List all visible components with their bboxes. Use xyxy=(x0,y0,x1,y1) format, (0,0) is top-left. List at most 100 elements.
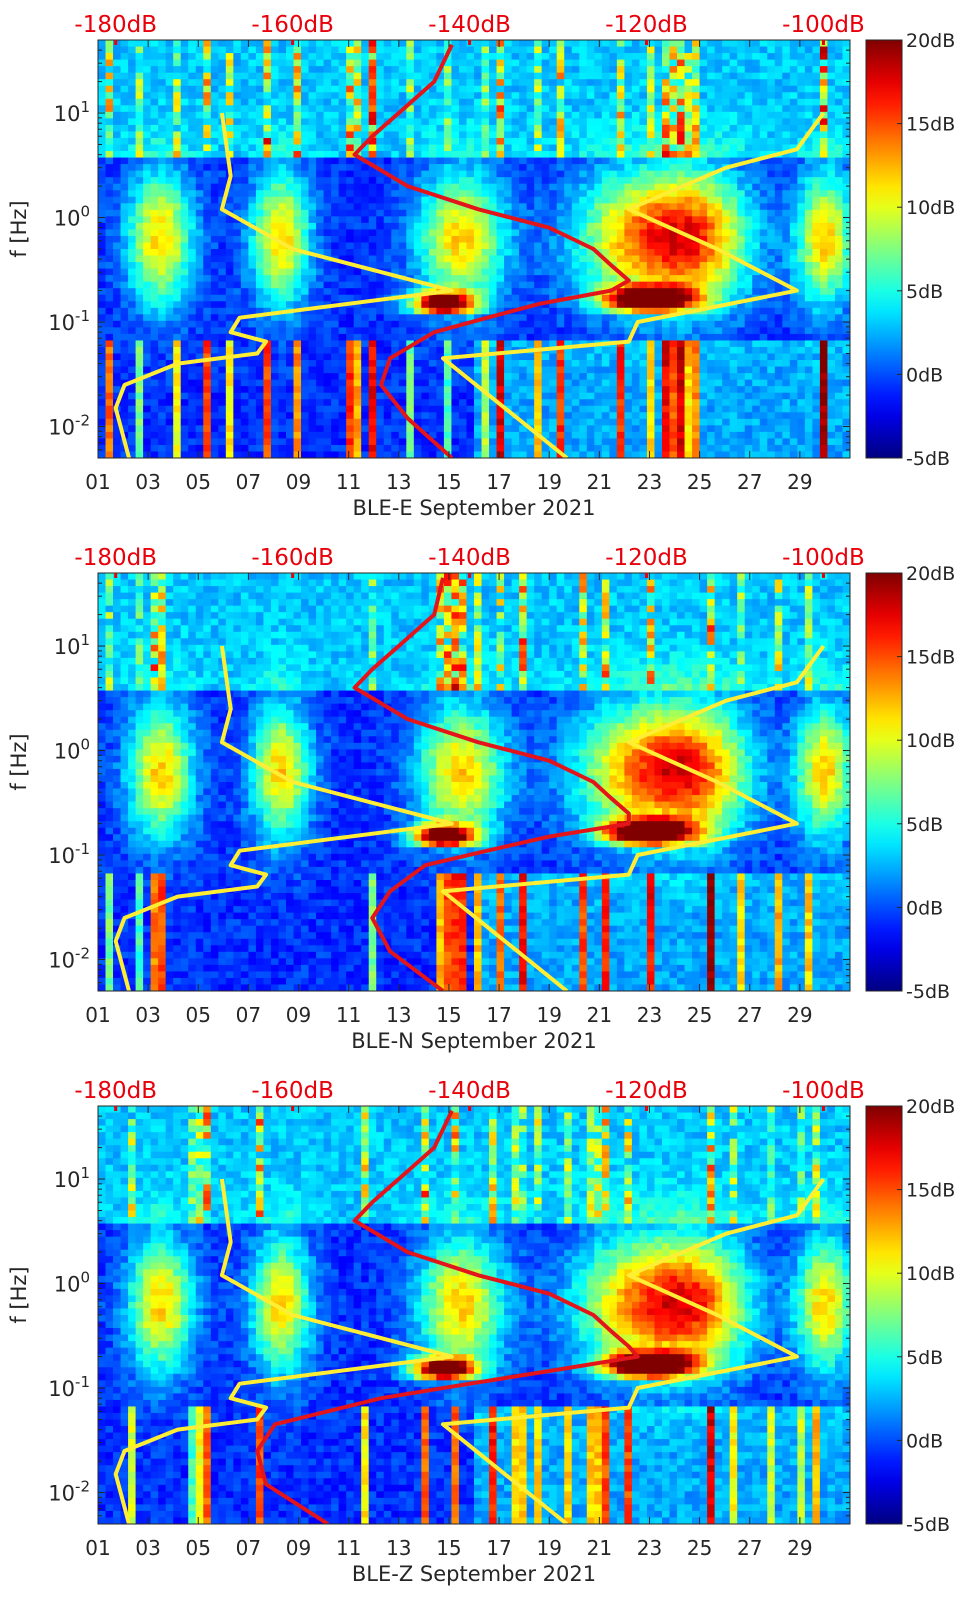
x-tick-label: 27 xyxy=(737,470,762,494)
x-tick-label: 15 xyxy=(436,1003,461,1027)
y-tick-label: 101 xyxy=(54,98,90,126)
x-tick-label: 11 xyxy=(336,470,361,494)
x-axis-label: BLE-Z September 2021 xyxy=(352,1562,596,1586)
heatmap xyxy=(98,573,851,992)
x-tick-label: 09 xyxy=(286,470,311,494)
y-tick-label: 101 xyxy=(54,631,90,659)
x-tick-label: 17 xyxy=(486,1536,511,1560)
top-scale-label: -160dB xyxy=(251,545,334,571)
y-tick-label: 100 xyxy=(54,203,90,231)
x-tick-label: 05 xyxy=(186,470,211,494)
colorbar xyxy=(866,1106,902,1524)
x-tick-label: 21 xyxy=(587,1003,612,1027)
top-scale-label: -140dB xyxy=(428,12,511,38)
x-tick-label: 25 xyxy=(687,470,712,494)
colorbar-label: 10dB xyxy=(906,197,955,219)
x-tick-label: 07 xyxy=(236,1536,261,1560)
x-tick-label: 15 xyxy=(436,470,461,494)
y-tick-label: 10-1 xyxy=(48,1373,90,1401)
y-tick-label: 10-1 xyxy=(48,840,90,868)
x-axis-label: BLE-E September 2021 xyxy=(352,496,595,520)
x-tick-label: 11 xyxy=(336,1003,361,1027)
x-tick-label: 29 xyxy=(787,1536,812,1560)
y-tick-label: 100 xyxy=(54,736,90,764)
top-scale-label: -140dB xyxy=(428,1078,511,1104)
x-tick-label: 23 xyxy=(637,1003,662,1027)
x-tick-label: 11 xyxy=(336,1536,361,1560)
colorbar-label: 0dB xyxy=(906,897,943,919)
x-tick-label: 05 xyxy=(186,1003,211,1027)
y-tick-label: 100 xyxy=(54,1269,90,1297)
colorbar-label: 20dB xyxy=(906,1096,955,1118)
colorbar-label: 10dB xyxy=(906,1263,955,1285)
colorbar-label: 15dB xyxy=(906,647,955,669)
top-scale-label: -160dB xyxy=(251,12,334,38)
x-tick-label: 29 xyxy=(787,1003,812,1027)
x-tick-label: 01 xyxy=(85,1003,110,1027)
x-tick-label: 23 xyxy=(637,470,662,494)
x-tick-label: 21 xyxy=(587,470,612,494)
x-tick-label: 25 xyxy=(687,1536,712,1560)
x-tick-label: 13 xyxy=(386,1536,411,1560)
x-tick-label: 17 xyxy=(486,470,511,494)
x-tick-label: 27 xyxy=(737,1003,762,1027)
colorbar-label: 0dB xyxy=(906,1430,943,1452)
y-tick-label: 10-2 xyxy=(48,945,90,973)
x-tick-label: 09 xyxy=(286,1003,311,1027)
x-tick-label: 01 xyxy=(85,470,110,494)
colorbar-label: 15dB xyxy=(906,1180,955,1202)
colorbar-label: -5dB xyxy=(906,1514,950,1536)
x-tick-label: 15 xyxy=(436,1536,461,1560)
colorbar-label: 5dB xyxy=(906,814,943,836)
colorbar xyxy=(866,40,902,458)
top-scale-label: -120dB xyxy=(605,12,688,38)
spectrogram-chart: 01 03 05 07 09 11 13 15 17 19 21 23 25 27 29 10-2 10-1 10… xyxy=(0,0,962,533)
y-tick-label: 101 xyxy=(54,1164,90,1192)
top-scale-label: -120dB xyxy=(605,545,688,571)
spectrogram-panel-e: 01 03 05 07 09 11 13 15 17 19 21 23 25 27 29 10-2 10-1 10… xyxy=(0,0,962,533)
top-scale-label: -120dB xyxy=(605,1078,688,1104)
heatmap xyxy=(98,40,851,459)
y-axis-label: f [Hz] xyxy=(7,200,31,257)
x-tick-label: 03 xyxy=(135,1536,160,1560)
colorbar-label: 20dB xyxy=(906,563,955,585)
top-scale-label: -100dB xyxy=(782,545,865,571)
x-tick-label: 05 xyxy=(186,1536,211,1560)
x-tick-label: 17 xyxy=(486,1003,511,1027)
x-tick-label: 19 xyxy=(536,470,561,494)
colorbar xyxy=(866,573,902,991)
top-scale-label: -100dB xyxy=(782,1078,865,1104)
x-tick-label: 13 xyxy=(386,1003,411,1027)
x-tick-label: 19 xyxy=(536,1003,561,1027)
y-tick-label: 10-1 xyxy=(48,307,90,335)
y-axis-label: f [Hz] xyxy=(7,733,31,790)
x-tick-label: 19 xyxy=(536,1536,561,1560)
y-tick-label: 10-2 xyxy=(48,1478,90,1506)
x-tick-label: 25 xyxy=(687,1003,712,1027)
x-tick-label: 29 xyxy=(787,470,812,494)
colorbar-label: 15dB xyxy=(906,114,955,136)
x-tick-label: 13 xyxy=(386,470,411,494)
x-axis-label: BLE-N September 2021 xyxy=(351,1029,597,1053)
top-scale-label: -180dB xyxy=(74,545,157,571)
colorbar-label: 5dB xyxy=(906,281,943,303)
x-tick-label: 09 xyxy=(286,1536,311,1560)
y-tick-label: 10-2 xyxy=(48,412,90,440)
x-tick-label: 23 xyxy=(637,1536,662,1560)
colorbar-label: -5dB xyxy=(906,981,950,1003)
x-tick-label: 07 xyxy=(236,470,261,494)
top-scale-label: -100dB xyxy=(782,12,865,38)
colorbar-label: 0dB xyxy=(906,364,943,386)
top-scale-label: -140dB xyxy=(428,545,511,571)
x-tick-label: 27 xyxy=(737,1536,762,1560)
colorbar-label: 10dB xyxy=(906,730,955,752)
top-scale-label: -180dB xyxy=(74,12,157,38)
x-tick-label: 21 xyxy=(587,1536,612,1560)
colorbar-label: -5dB xyxy=(906,448,950,470)
x-tick-label: 03 xyxy=(135,470,160,494)
x-tick-label: 07 xyxy=(236,1003,261,1027)
